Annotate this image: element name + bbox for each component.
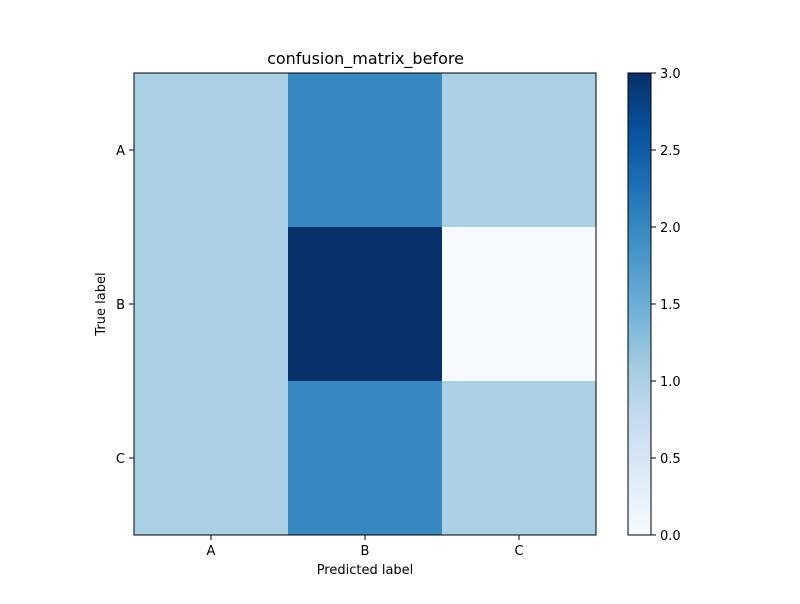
colorbar-tick-label: 0.5 [660,452,681,467]
colorbar-tick-label: 2.5 [660,144,681,159]
x-tick-label: C [514,544,523,559]
y-tick-label: C [116,452,125,467]
colorbar-tick-label: 3.0 [660,67,681,82]
colorbar-tick-label: 1.0 [660,375,681,390]
y-axis-ticks: A B C [116,144,134,467]
heatmap-cell-C-A [134,381,289,536]
y-tick-label: B [116,298,125,313]
x-axis-label: Predicted label [317,563,414,578]
y-tick-label: A [116,144,125,159]
colorbar-tick-label: 1.5 [660,298,681,313]
colorbar [627,72,652,536]
x-tick-label: A [207,544,216,559]
heatmap-cell-B-B [288,227,443,382]
heatmap-cell-A-A [134,73,289,228]
heatmap-cell-C-B [288,381,443,536]
y-axis-label: True label [94,272,109,336]
heatmap-cell-B-A [134,227,289,382]
heatmap-cell-B-C [442,227,597,382]
x-tick-label: B [361,544,370,559]
chart-title: confusion_matrix_before [267,49,464,69]
heatmap-cell-A-C [442,73,597,228]
colorbar-ticks: 0.0 0.5 1.0 1.5 2.0 2.5 3.0 [651,67,681,544]
heatmap-cell-A-B [288,73,443,228]
colorbar-tick-label: 0.0 [660,529,681,544]
heatmap-cells [134,73,597,536]
heatmap-cell-C-C [442,381,597,536]
colorbar-tick-label: 2.0 [660,221,681,236]
x-axis-ticks: A B C [207,535,524,559]
